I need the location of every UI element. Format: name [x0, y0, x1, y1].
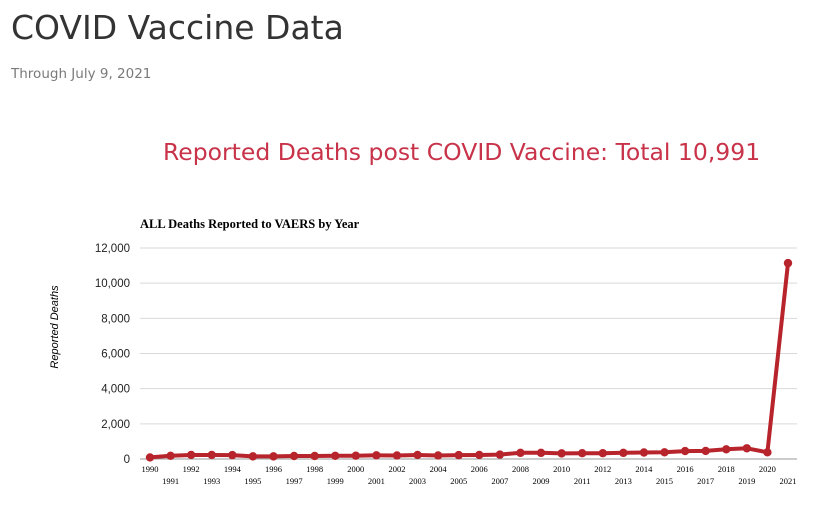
x-tick-label: 1993 [203, 476, 220, 486]
data-point [516, 448, 525, 458]
y-tick-label: 10,000 [95, 278, 130, 290]
data-point [722, 445, 731, 454]
x-tick-label: 1990 [142, 464, 159, 474]
data-point [331, 451, 340, 461]
data-point [742, 444, 752, 453]
data-point [536, 448, 546, 458]
x-tick-label: 2000 [347, 464, 364, 474]
data-point [166, 451, 175, 461]
page-subtitle: Through July 9, 2021 [11, 66, 152, 82]
x-tick-label: 2006 [471, 464, 488, 474]
data-point [454, 450, 463, 460]
data-point [701, 446, 710, 456]
x-tick-label: 2004 [430, 464, 448, 474]
x-tick-label: 2008 [512, 464, 529, 474]
x-tick-label: 1996 [265, 464, 282, 474]
data-point [598, 448, 607, 458]
series-line [148, 261, 790, 460]
data-point [680, 446, 690, 456]
x-tick-label: 1997 [286, 476, 303, 486]
data-point [372, 451, 381, 460]
x-tick-label: 2020 [759, 464, 776, 474]
data-point [413, 450, 422, 460]
data-point [433, 451, 443, 460]
x-tick-label: 2013 [615, 476, 632, 486]
x-tick-label: 2011 [574, 476, 591, 486]
x-tick-label: 2009 [533, 476, 550, 486]
x-tick-label: 1991 [162, 476, 179, 486]
vaers-deaths-line-chart: ALL Deaths Reported to VAERS by Year Rep… [49, 217, 797, 486]
x-tick-label: 2015 [656, 476, 673, 486]
data-point [289, 451, 299, 461]
x-tick-label: 1994 [224, 464, 242, 474]
data-point [207, 450, 216, 460]
x-tick-label: 2021 [780, 476, 797, 486]
data-point [495, 450, 505, 459]
data-point [310, 451, 319, 461]
data-point [475, 450, 484, 460]
y-tick-label: 12,000 [95, 243, 130, 255]
x-tick-label: 2005 [450, 476, 467, 486]
data-point [392, 451, 402, 460]
data-point [351, 451, 361, 460]
data-point [186, 450, 196, 460]
x-tick-label: 1995 [244, 476, 261, 486]
data-point [248, 452, 258, 461]
y-tick-label: 4,000 [101, 384, 130, 396]
data-point [269, 452, 278, 461]
x-tick-label: 1999 [327, 476, 344, 486]
y-tick-label: 6,000 [101, 349, 130, 361]
chart-headline: Reported Deaths post COVID Vaccine: Tota… [163, 138, 761, 166]
y-tick-label: 0 [124, 454, 130, 466]
data-point [145, 453, 155, 462]
x-tick-label: 2019 [738, 476, 755, 486]
data-point [783, 258, 793, 268]
y-tick-labels: 0 2,000 4,000 6,000 8,000 10,000 12,000 [95, 243, 130, 466]
x-tick-label: 2012 [594, 464, 611, 474]
x-tick-label: 1998 [306, 464, 323, 474]
series-points [145, 258, 793, 462]
data-point [228, 450, 237, 460]
data-point [660, 448, 669, 457]
y-axis-label: Reported Deaths [49, 285, 61, 369]
x-tick-label: 2003 [409, 476, 426, 486]
data-point [577, 448, 587, 458]
chart-title: ALL Deaths Reported to VAERS by Year [140, 217, 360, 231]
x-tick-label: 1992 [183, 464, 200, 474]
page-title: COVID Vaccine Data [11, 8, 344, 47]
data-point [763, 448, 772, 457]
y-tick-label: 8,000 [101, 313, 130, 325]
x-tick-label: 2018 [718, 464, 735, 474]
x-tick-label: 2010 [553, 464, 570, 474]
data-point [639, 448, 649, 457]
y-tick-label: 2,000 [101, 419, 130, 431]
data-point [557, 449, 566, 458]
x-tick-label: 2017 [697, 476, 714, 486]
gridlines [140, 247, 797, 460]
data-point [619, 448, 628, 458]
x-tick-label: 2001 [368, 476, 385, 486]
x-tick-label: 2007 [491, 476, 508, 486]
x-tick-label: 2014 [635, 464, 653, 474]
x-tick-label: 2016 [677, 464, 694, 474]
x-tick-label: 2002 [388, 464, 405, 474]
